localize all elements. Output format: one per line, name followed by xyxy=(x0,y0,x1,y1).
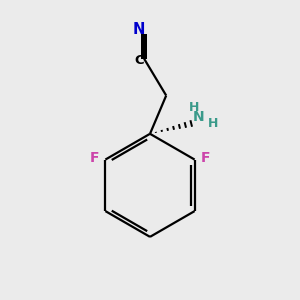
Text: N: N xyxy=(193,110,204,124)
Text: H: H xyxy=(208,117,218,130)
Text: C: C xyxy=(134,54,144,67)
Text: H: H xyxy=(189,101,200,114)
Text: N: N xyxy=(133,22,145,37)
Text: F: F xyxy=(89,151,99,165)
Text: F: F xyxy=(201,151,211,165)
